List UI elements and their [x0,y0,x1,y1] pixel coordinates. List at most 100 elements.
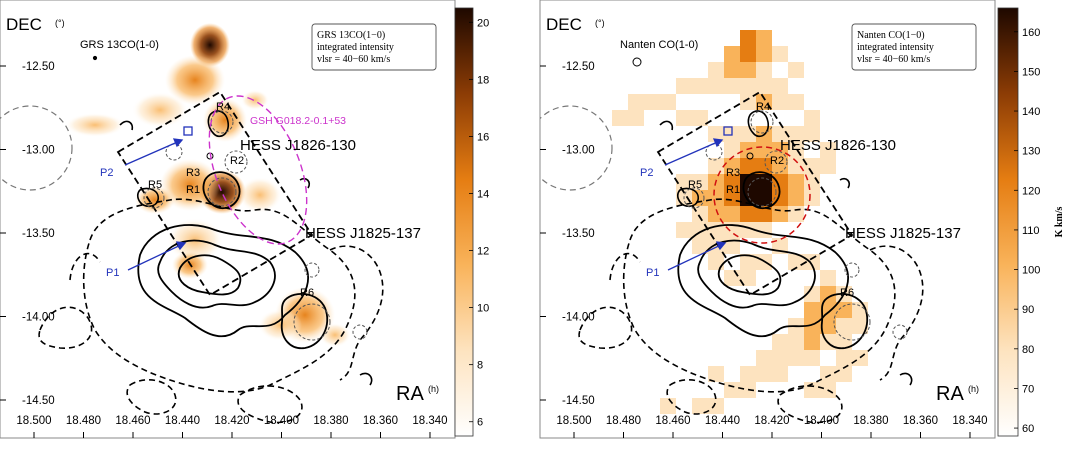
left-colorbar: 20 18 16 14 12 10 8 6 [454,7,489,437]
map-pixel [772,46,788,62]
colorbar-tick-label: 110 [1022,225,1040,237]
right-x-tick-label: 18.380 [853,415,888,427]
right-y-tick-label: -14.50 [562,395,595,407]
map-pixel [708,158,724,174]
map-pixel [708,206,724,222]
shell-label: GSH G018.2-0.1+53 [250,115,346,127]
right-x-tick-label: 18.480 [606,415,641,427]
colorbar-tick-label: 16 [477,131,489,143]
left-plot-area [0,0,455,438]
left-source-label: HESS J1826-130 [240,137,356,154]
left-y-tick-label: -13.50 [22,228,55,240]
map-pixel [740,366,756,382]
map-pixel [788,190,804,206]
map-pixel [676,174,692,190]
map-pixel [708,78,724,94]
right-beam-marker [632,57,642,67]
map-pixel [724,238,740,254]
map-pixel [756,350,772,366]
left-ra-unit: (h) [428,384,439,394]
map-pixel [804,350,820,366]
right-dec-label: DEC [546,15,582,34]
colorbar-tick-label: 20 [477,17,489,29]
map-pixel [804,110,820,126]
map-pixel [740,142,756,158]
map-pixel [740,30,756,46]
right-y-tick-label: -13.50 [562,228,595,240]
left-info-box [311,23,437,71]
right-map-label: Nanten CO(1-0) [620,39,698,51]
right-region-label: R2 [770,155,784,167]
map-pixel [740,270,756,286]
map-pixel [692,398,708,414]
right-y-tick-label: -13.00 [562,145,595,157]
left-region-label: R1 [186,184,200,196]
right-info-line: vlsr = 40−60 km/s [857,54,930,65]
map-pixel [756,62,772,78]
map-pixel [772,78,788,94]
map-pixel [660,94,676,110]
map-pixel [836,366,852,382]
map-pixel [820,366,836,382]
map-pixel [724,382,740,398]
colorbar-tick-label: 120 [1022,185,1040,197]
map-pixel [692,174,708,190]
left-region-label: R4 [216,101,230,113]
right-path-label: P1 [646,267,659,279]
left-path-label: P1 [106,267,119,279]
right-source-label: HESS J1826-130 [780,137,896,154]
map-pixel [708,126,724,142]
map-pixel [772,350,788,366]
left-map-label: GRS 13CO(1-0) [80,39,159,51]
right-x-tick-label: 18.500 [556,415,591,427]
map-pixel [708,190,724,206]
right-y-tick-label: -14.00 [562,312,595,324]
map-pixel [708,254,724,270]
left-x-tick-label: 18.340 [412,415,447,427]
left-region-label: R3 [186,167,200,179]
map-pixel [692,190,708,206]
map-pixel [788,350,804,366]
map-pixel [804,334,820,350]
map-pixel [820,318,836,334]
map-pixel [756,30,772,46]
right-region-label: R6 [840,287,854,299]
right-x-tick-label: 18.360 [903,415,938,427]
map-pixel [708,62,724,78]
left-dec-unit: (°) [55,18,65,28]
map-pixel [772,158,788,174]
map-pixel [788,206,804,222]
colorbar-tick-label: 130 [1022,146,1040,158]
map-pixel [804,302,820,318]
right-info-box [851,23,977,71]
map-pixel [676,78,692,94]
left-emission-map [0,23,384,424]
colorbar-tick-label: 8 [477,360,483,372]
right-x-tick-label: 18.340 [952,415,987,427]
map-pixel [756,46,772,62]
right-colorbar: 160 150 140 130 120 110 100 90 80 70 60 K km/s [997,7,1065,437]
map-pixel [740,78,756,94]
map-pixel [836,318,852,334]
map-pixel [676,222,692,238]
map-pixel [836,350,852,366]
map-pixel [820,286,836,302]
map-pixel [740,94,756,110]
colorbar-tick-label: 10 [477,303,489,315]
colorbar-tick-label: 90 [1022,304,1034,316]
colorbar-unit: K km/s [1054,206,1065,237]
map-pixel [740,206,756,222]
colorbar-tick-label: 14 [477,188,489,200]
map-pixel [772,334,788,350]
right-x-tick-label: 18.400 [804,415,839,427]
map-pixel [740,158,756,174]
right-info-line: Nanten CO(1−0) [857,30,925,41]
colorbar-tick-label: 6 [477,417,483,429]
right-pixel-grid [612,30,868,414]
map-pixel [724,142,740,158]
map-pixel [660,398,676,414]
map-pixel [724,206,740,222]
map-pixel [804,254,820,270]
map-pixel [804,190,820,206]
